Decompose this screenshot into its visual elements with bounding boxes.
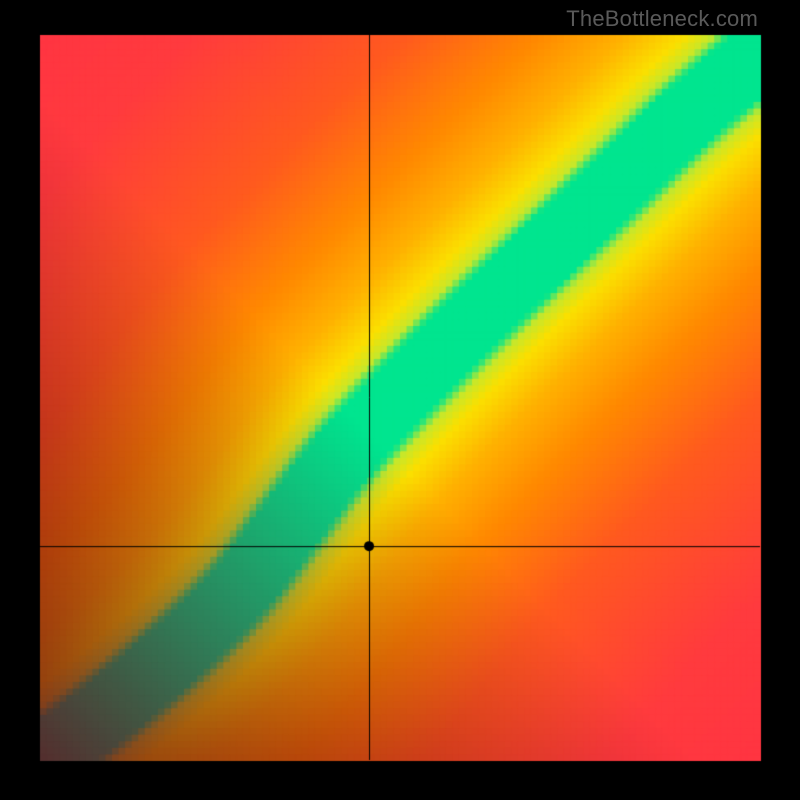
watermark-text: TheBottleneck.com <box>566 6 758 32</box>
chart-container: { "type": "heatmap", "source_label": "Th… <box>0 0 800 800</box>
bottleneck-heatmap <box>0 0 800 800</box>
